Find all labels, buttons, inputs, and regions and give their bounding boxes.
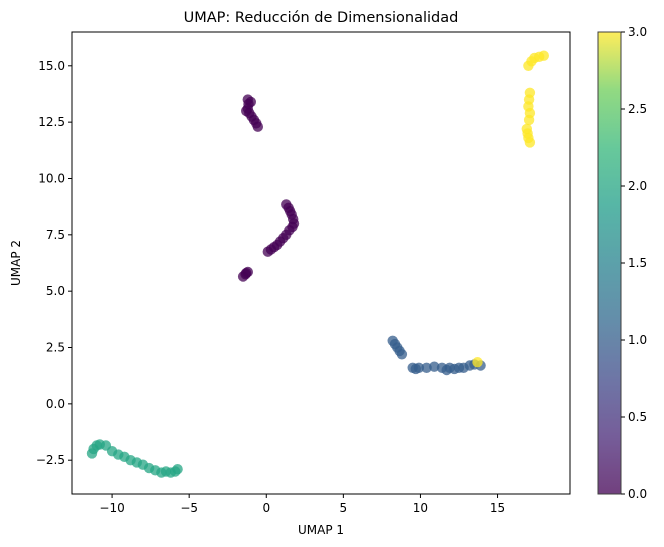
- y-tick-label: 15.0: [38, 59, 65, 73]
- colorbar-tick-label: 0.0: [628, 487, 647, 501]
- y-tick-label: 7.5: [46, 228, 65, 242]
- y-axis-label: UMAP 2: [9, 240, 23, 286]
- colorbar-tick-label: 0.5: [628, 410, 647, 424]
- data-point: [421, 362, 432, 373]
- colorbar-tick-label: 3.0: [628, 25, 647, 39]
- data-point: [262, 246, 273, 257]
- x-tick-label: −10: [99, 501, 124, 515]
- chart-title: UMAP: Reducción de Dimensionalidad: [184, 10, 459, 26]
- points-layer: [86, 50, 549, 478]
- colorbar-axis: 0.0 0.5 1.0 1.5 2.0 2.5 3.0: [621, 25, 647, 501]
- colorbar-tick-label: 2.5: [628, 102, 647, 116]
- data-point: [245, 96, 256, 108]
- plot-frame: [71, 31, 571, 495]
- y-tick-label: 5.0: [46, 284, 65, 298]
- data-point: [241, 267, 252, 279]
- x-tick-label: 0: [262, 501, 270, 515]
- colorbar-tick-label: 1.5: [628, 256, 647, 270]
- data-point: [472, 357, 483, 368]
- data-point: [538, 50, 549, 61]
- y-tick-label: 0.0: [46, 397, 65, 411]
- colorbar-tick-label: 2.0: [628, 179, 647, 193]
- y-tick-label: 2.5: [46, 341, 65, 355]
- data-point: [429, 361, 440, 372]
- x-tick-label: −5: [180, 501, 198, 515]
- y-tick-label: 10.0: [38, 171, 65, 185]
- data-point: [523, 114, 535, 126]
- y-tick-label: 12.5: [38, 115, 65, 129]
- colorbar: [597, 31, 622, 495]
- x-tick-label: 15: [490, 501, 505, 515]
- y-axis: −2.5 0.0 2.5 5.0 7.5 10.0 12.5 15.0: [36, 59, 72, 467]
- data-point: [172, 464, 183, 475]
- data-point: [396, 349, 408, 360]
- x-tick-label: 5: [340, 501, 348, 515]
- data-point: [524, 137, 536, 148]
- x-tick-label: 10: [413, 501, 428, 515]
- data-point: [413, 362, 425, 373]
- x-axis-label: UMAP 1: [298, 523, 344, 537]
- x-axis: −10 −5 0 5 10 15: [99, 494, 505, 515]
- data-point: [252, 121, 263, 132]
- y-tick-label: −2.5: [36, 453, 65, 467]
- colorbar-tick-label: 1.0: [628, 333, 647, 347]
